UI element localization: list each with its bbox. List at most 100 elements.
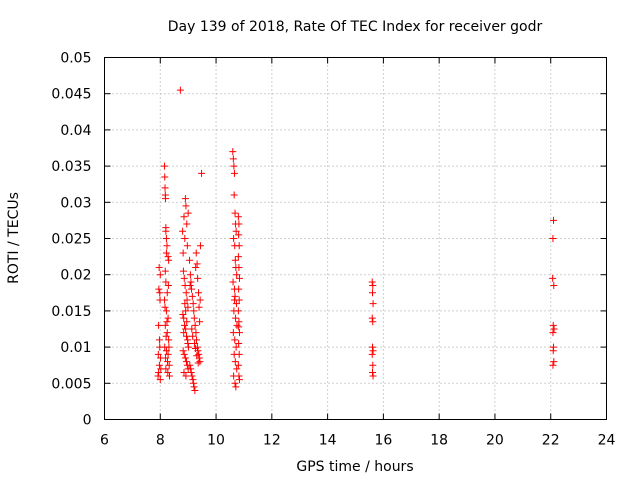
data-point xyxy=(180,213,188,221)
data-point xyxy=(369,361,377,369)
data-point xyxy=(233,321,241,329)
data-point xyxy=(191,387,199,395)
data-point xyxy=(165,256,173,264)
data-point xyxy=(368,350,376,358)
data-point xyxy=(155,368,163,376)
data-point xyxy=(186,271,194,279)
data-point xyxy=(549,329,557,337)
data-point xyxy=(194,274,202,282)
data-point xyxy=(183,318,191,326)
data-point xyxy=(189,300,197,308)
data-point xyxy=(234,253,242,261)
data-point xyxy=(229,278,237,286)
data-point xyxy=(184,343,192,351)
data-point xyxy=(161,173,169,181)
data-point xyxy=(188,372,196,380)
data-point xyxy=(232,343,240,351)
data-point xyxy=(188,285,196,293)
data-point xyxy=(230,235,238,242)
data-point xyxy=(235,285,243,293)
data-point xyxy=(369,318,377,326)
data-point xyxy=(164,253,172,261)
data-point xyxy=(231,379,239,387)
data-point xyxy=(195,303,203,311)
data-point xyxy=(369,300,377,308)
data-point xyxy=(368,278,376,286)
data-point xyxy=(549,321,557,329)
data-point xyxy=(231,256,239,264)
data-point xyxy=(180,368,188,376)
x-axis-label: GPS time / hours xyxy=(296,459,413,475)
data-point xyxy=(194,359,202,367)
data-point xyxy=(155,321,163,329)
x-tick-labels: 6 8 10 12 14 16 18 20 22 24 xyxy=(100,433,615,449)
data-point xyxy=(234,213,242,221)
data-point xyxy=(235,274,243,282)
data-point xyxy=(368,314,376,322)
x-tick-label: 6 xyxy=(100,433,109,449)
data-point xyxy=(161,184,169,192)
data-point xyxy=(191,345,199,353)
data-point xyxy=(549,347,557,355)
data-point xyxy=(188,292,196,300)
data-point xyxy=(229,155,237,163)
data-point xyxy=(180,314,188,322)
data-point xyxy=(155,361,163,369)
x-tick-label: 16 xyxy=(374,433,392,449)
data-point xyxy=(164,282,172,290)
data-point xyxy=(369,282,377,290)
data-point xyxy=(180,329,188,337)
data-point xyxy=(235,263,243,271)
data-point xyxy=(180,350,188,358)
data-point xyxy=(182,202,190,210)
data-point xyxy=(229,329,237,337)
data-point xyxy=(165,372,173,380)
chart-title: Day 139 of 2018, Rate Of TEC Index for r… xyxy=(168,19,543,35)
data-point xyxy=(193,336,201,344)
data-point xyxy=(196,358,204,366)
data-point xyxy=(162,365,170,373)
y-tick-label: 0.02 xyxy=(60,268,91,284)
data-point xyxy=(165,361,173,369)
data-point xyxy=(181,321,189,329)
data-point xyxy=(550,358,558,366)
data-point xyxy=(235,350,243,358)
data-point xyxy=(162,235,170,242)
data-point xyxy=(161,267,169,275)
y-tick-label: 0 xyxy=(83,413,92,429)
data-point xyxy=(179,267,187,275)
data-point xyxy=(235,372,243,380)
data-point xyxy=(181,195,189,203)
y-axis-label: ROTI / TECUs xyxy=(6,192,22,284)
data-point xyxy=(183,296,191,304)
data-point xyxy=(369,372,377,380)
x-tick-label: 12 xyxy=(263,433,281,449)
data-point xyxy=(186,282,194,290)
data-point xyxy=(179,347,187,355)
data-point xyxy=(162,249,170,257)
data-point xyxy=(192,263,200,271)
data-point xyxy=(187,365,195,373)
data-point xyxy=(165,343,173,351)
plot-frame xyxy=(104,57,607,420)
data-point xyxy=(235,339,243,347)
data-point xyxy=(234,307,242,315)
data-point xyxy=(189,332,197,340)
data-point xyxy=(184,209,192,217)
data-point xyxy=(161,321,169,329)
data-point xyxy=(233,271,241,279)
x-tick-label: 24 xyxy=(598,433,616,449)
data-point xyxy=(235,376,243,384)
data-point xyxy=(155,285,163,293)
data-point xyxy=(182,372,190,380)
data-point xyxy=(231,336,239,344)
data-point xyxy=(549,235,557,242)
data-point xyxy=(154,372,162,380)
data-point xyxy=(230,162,238,170)
y-tick-label: 0.05 xyxy=(60,51,91,67)
data-point xyxy=(196,318,204,326)
data-point xyxy=(181,300,189,308)
data-point xyxy=(179,249,187,257)
data-point xyxy=(550,325,558,333)
